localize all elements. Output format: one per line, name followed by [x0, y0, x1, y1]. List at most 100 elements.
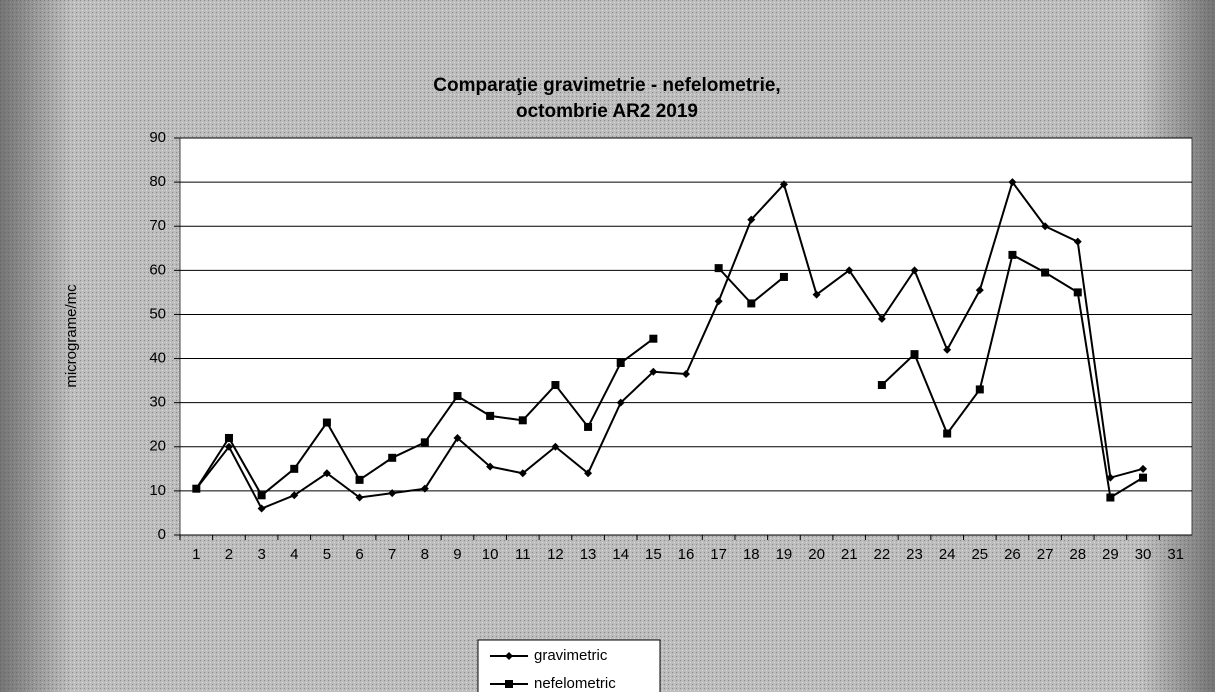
x-tick-label: 17 — [710, 546, 727, 563]
point — [910, 350, 919, 359]
x-tick-label: 10 — [482, 546, 499, 563]
y-tick-label: 40 — [149, 350, 166, 367]
x-tick-label: 25 — [971, 546, 988, 563]
point — [1073, 288, 1082, 297]
point — [290, 464, 299, 473]
point — [910, 266, 919, 275]
x-tick-label: 6 — [355, 546, 363, 563]
point — [388, 453, 397, 462]
point — [877, 381, 886, 390]
point — [290, 491, 299, 500]
point — [388, 489, 397, 498]
point — [649, 367, 658, 376]
legend-marker — [505, 652, 513, 660]
plot-area — [179, 137, 1193, 536]
point — [779, 180, 788, 189]
point — [224, 433, 233, 442]
x-tick-label: 15 — [645, 546, 662, 563]
point — [714, 297, 723, 306]
point — [257, 504, 266, 513]
x-tick-label: 2 — [225, 546, 233, 563]
y-tick-label: 70 — [149, 217, 166, 234]
point — [355, 493, 364, 502]
x-tick-label: 30 — [1135, 546, 1152, 563]
point — [616, 358, 625, 367]
point — [714, 264, 723, 273]
point — [257, 491, 266, 500]
point — [616, 398, 625, 407]
y-tick-label: 20 — [149, 438, 166, 455]
x-tick-label: 22 — [874, 546, 891, 563]
y-tick-label: 0 — [158, 526, 166, 543]
point — [486, 411, 495, 420]
series-line — [195, 179, 1144, 510]
point — [1041, 268, 1050, 277]
point — [584, 422, 593, 431]
x-tick-label: 29 — [1102, 546, 1119, 563]
point — [682, 369, 690, 378]
x-tick-label: 23 — [906, 546, 923, 563]
y-tick-label: 60 — [149, 261, 166, 278]
y-tick-label: 10 — [149, 482, 166, 499]
x-tick-label: 11 — [515, 546, 531, 563]
point — [747, 299, 756, 308]
point — [1139, 473, 1148, 482]
x-tick-label: 14 — [612, 546, 629, 563]
x-tick-label: 18 — [743, 546, 760, 563]
x-tick-label: 7 — [388, 546, 396, 563]
point — [943, 429, 952, 438]
point — [453, 433, 462, 442]
point — [975, 286, 984, 295]
y-tick-label: 90 — [149, 129, 166, 146]
x-tick-label: 31 — [1167, 546, 1184, 563]
x-tick-label: 12 — [547, 546, 564, 563]
y-tick-label: 30 — [149, 394, 166, 411]
point — [812, 290, 821, 299]
point — [779, 272, 788, 281]
point — [943, 345, 952, 354]
x-tick-label: 3 — [257, 546, 265, 563]
x-tick-label: 24 — [939, 546, 956, 563]
x-tick-label: 28 — [1069, 546, 1086, 563]
point — [192, 484, 201, 493]
point — [1041, 222, 1050, 231]
point — [845, 266, 854, 275]
point — [355, 475, 364, 484]
point — [551, 442, 560, 451]
point — [420, 484, 429, 493]
legend-label: nefelometric — [534, 675, 616, 692]
y-tick-label: 50 — [149, 305, 166, 322]
point — [747, 215, 756, 224]
x-tick-label: 4 — [290, 546, 298, 563]
legend-label: gravimetric — [534, 647, 608, 664]
x-tick-label: 20 — [808, 546, 825, 563]
chart-title: Comparaţie gravimetrie - nefelometrie, — [433, 75, 780, 96]
y-axis-label: micrograme/mc — [63, 284, 80, 388]
x-tick-label: 8 — [421, 546, 429, 563]
point — [518, 469, 527, 478]
x-tick-label: 26 — [1004, 546, 1021, 563]
point — [322, 418, 331, 427]
x-tick-label: 16 — [678, 546, 695, 563]
point — [518, 416, 527, 425]
chart-title: octombrie AR2 2019 — [516, 101, 698, 122]
x-tick-label: 19 — [776, 546, 793, 563]
x-tick-label: 5 — [323, 546, 331, 563]
point — [224, 442, 233, 451]
point — [975, 385, 984, 394]
point — [322, 469, 331, 478]
point — [1008, 250, 1017, 259]
point — [584, 469, 593, 478]
point — [649, 334, 658, 343]
point — [877, 314, 886, 323]
y-tick-label: 80 — [149, 173, 166, 190]
x-tick-label: 1 — [192, 546, 200, 563]
point — [453, 392, 462, 401]
point — [1008, 178, 1017, 187]
point — [1139, 464, 1148, 473]
point — [486, 462, 495, 471]
point — [1073, 237, 1082, 246]
x-tick-label: 27 — [1037, 546, 1054, 563]
legend-marker — [505, 680, 513, 688]
